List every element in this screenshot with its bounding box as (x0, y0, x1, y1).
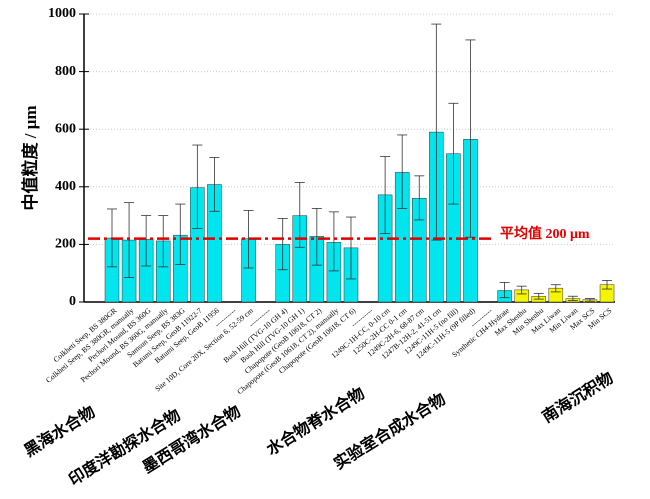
error-bar (209, 157, 220, 212)
error-bar (380, 156, 391, 234)
error-bar (124, 202, 135, 278)
error-bar (550, 284, 561, 293)
y-tick-label: 600 (55, 121, 76, 136)
y-tick-label: 200 (55, 237, 76, 252)
y-axis-label: 中值粒度 / μm (20, 105, 40, 210)
error-bar (465, 39, 476, 238)
error-bar (584, 298, 595, 302)
group-label: 黑海水合物 (21, 402, 99, 461)
error-bar (567, 295, 578, 301)
error-bar (328, 211, 339, 272)
error-bar (499, 282, 510, 299)
y-tick-label: 1000 (48, 6, 76, 21)
group-label: 南海沉积物 (539, 368, 617, 427)
error-bar (397, 134, 408, 209)
error-bar (192, 144, 203, 229)
error-bar (533, 292, 544, 300)
error-bar (448, 102, 459, 205)
error-bar (141, 215, 152, 267)
error-bar (516, 285, 527, 295)
y-tick-label: 400 (55, 179, 76, 194)
error-bar (294, 182, 305, 248)
error-bar (277, 218, 288, 271)
error-bar (431, 23, 442, 241)
error-bar (602, 279, 613, 290)
error-bar (158, 215, 169, 268)
error-bar (414, 175, 425, 221)
error-bar (311, 207, 322, 266)
y-tick-label: 800 (55, 64, 76, 79)
error-bar (243, 210, 254, 269)
mean-label: 平均值 200 μm (500, 225, 590, 242)
error-bar (175, 203, 186, 265)
error-bar (345, 216, 356, 280)
y-tick-label: 0 (69, 294, 76, 309)
